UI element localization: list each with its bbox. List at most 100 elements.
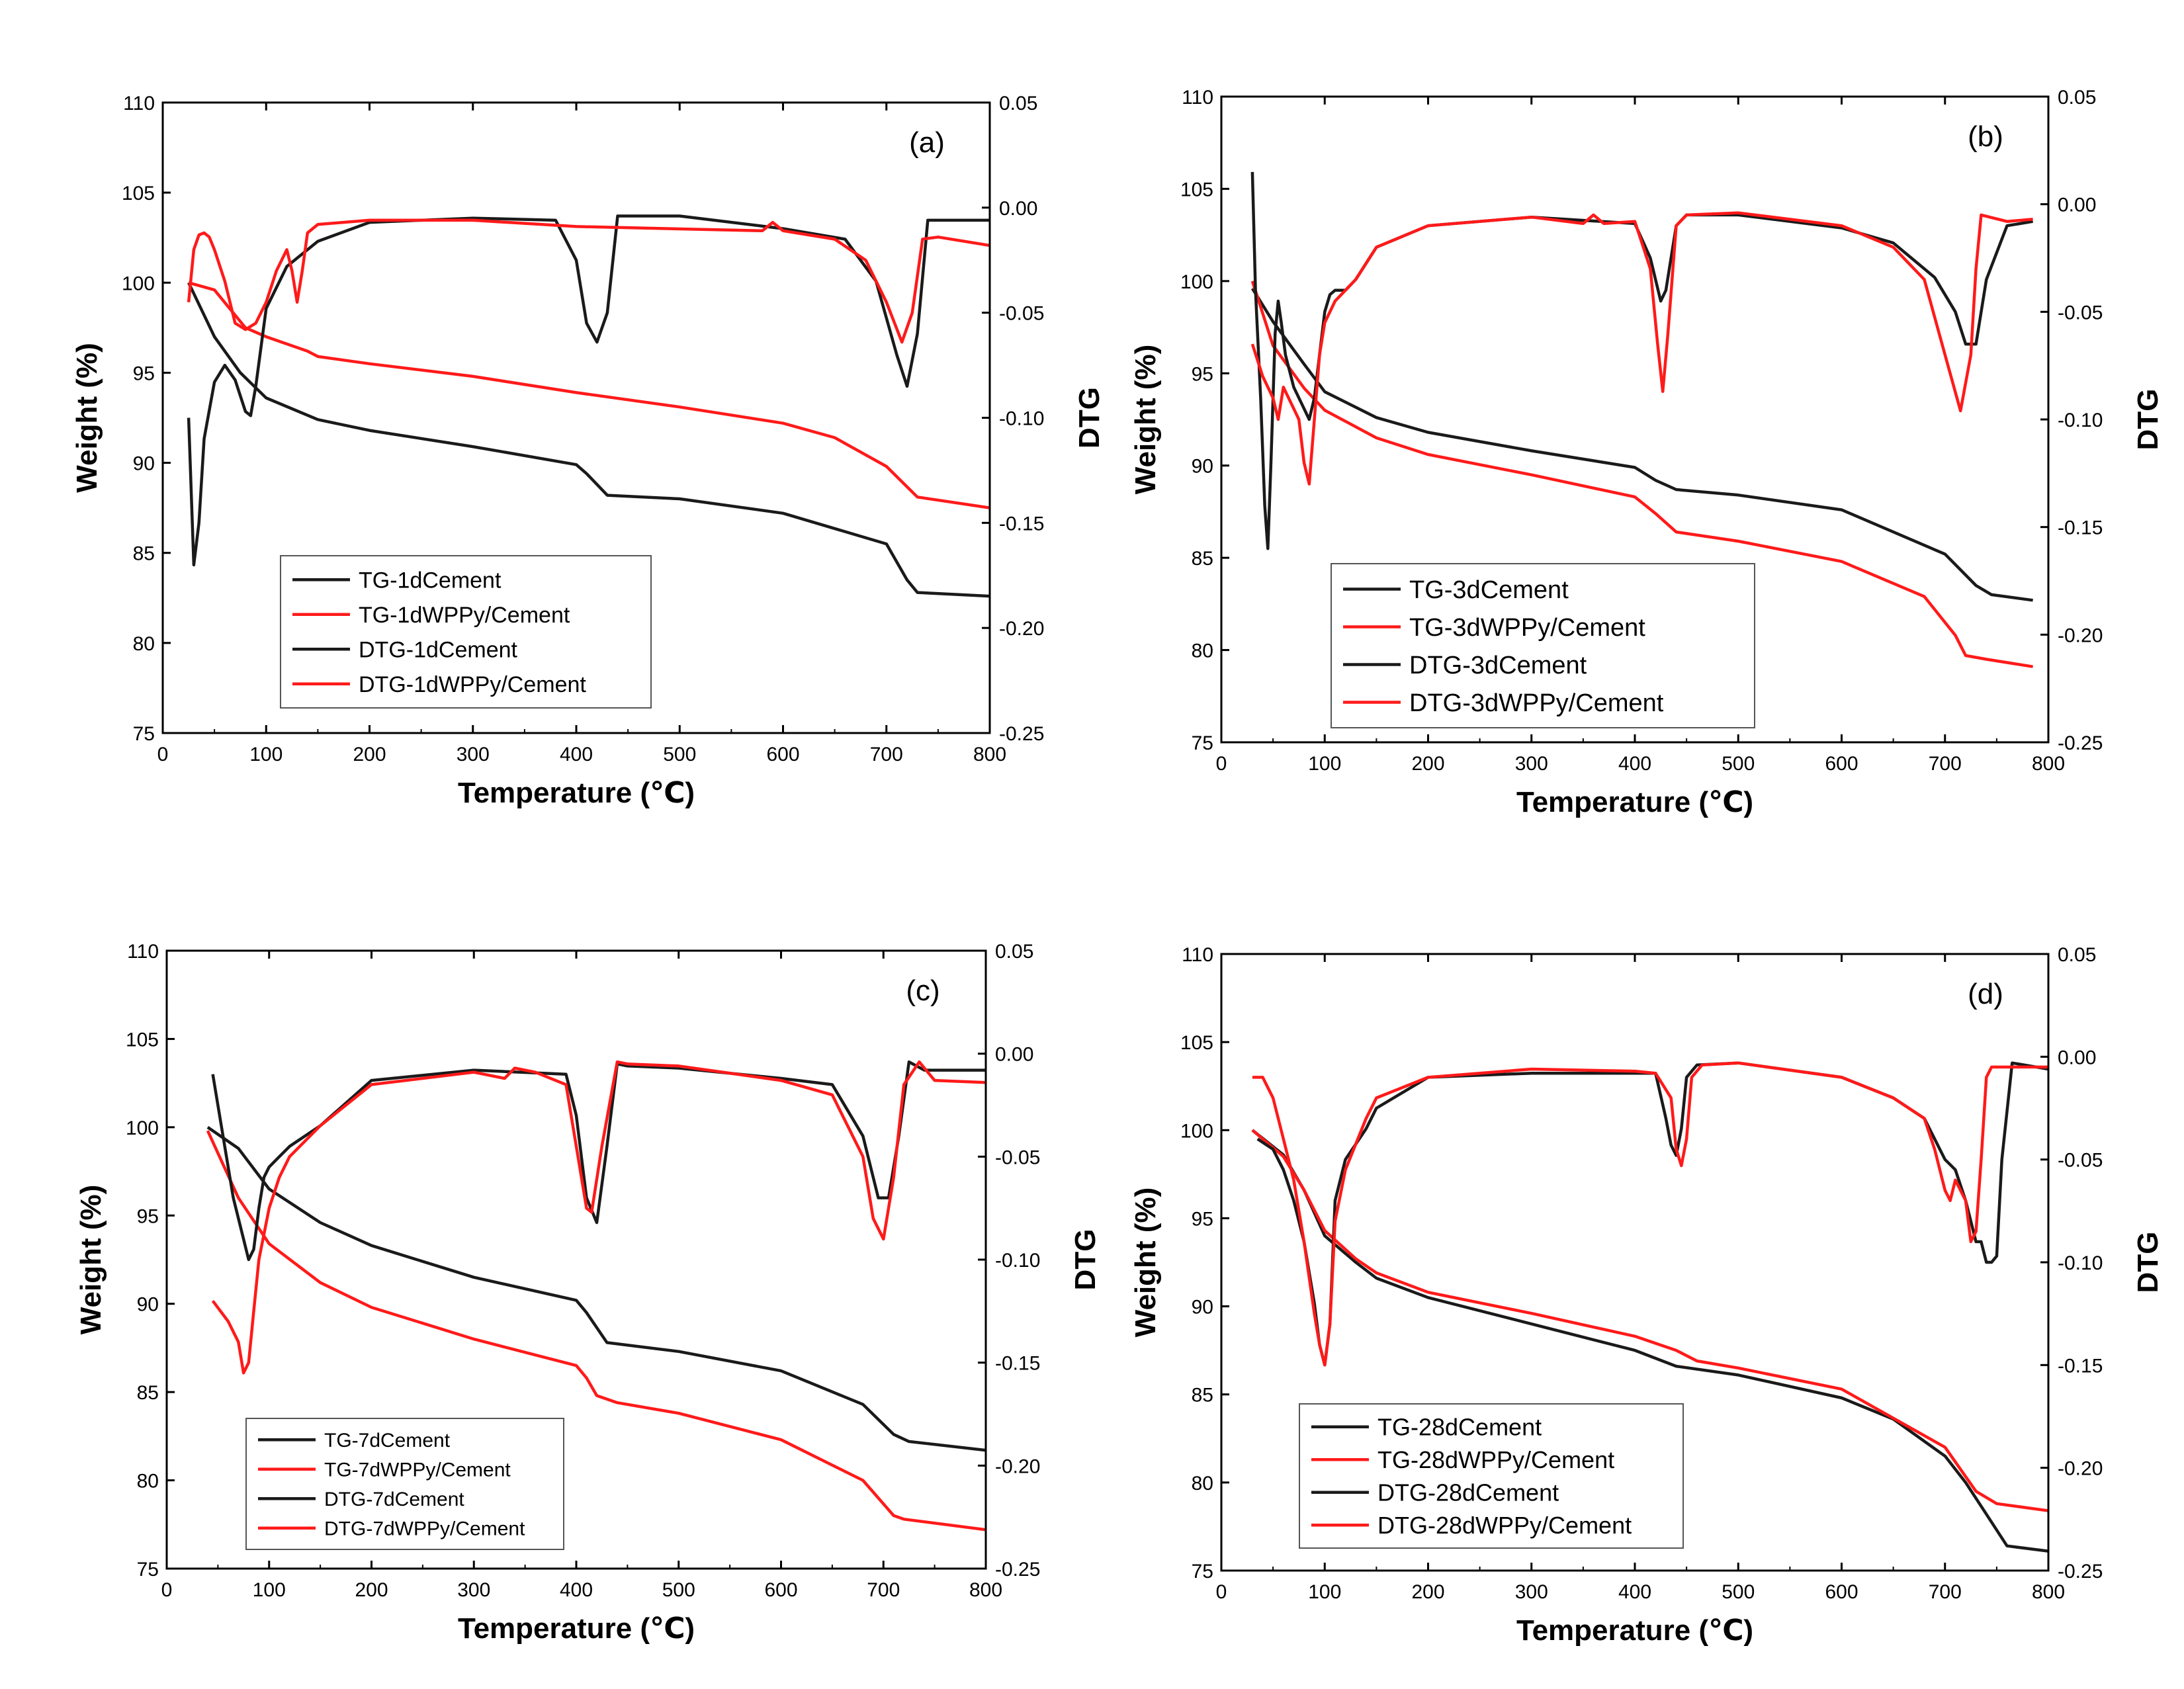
- y-tick-label: 80: [133, 633, 155, 655]
- x-tick-label: 600: [1825, 753, 1858, 775]
- x-tick-label: 700: [870, 744, 903, 765]
- chart-panel-d: 0 100 200 300 400 500 600 700 800 75 80 85 90 95 100 10…: [1129, 944, 2164, 1647]
- series-group: [1250, 171, 2033, 668]
- x-tick-label: 800: [969, 1579, 1002, 1601]
- y2-tick-label: -0.05: [2058, 1150, 2103, 1172]
- y-tick-label: 100: [122, 273, 155, 294]
- legend-entry: TG-1dWPPy/Cement: [359, 603, 570, 628]
- y-tick-label: 85: [1192, 1385, 1213, 1407]
- x-tick-label: 300: [1515, 1581, 1548, 1603]
- y-tick-label: 90: [1192, 456, 1213, 478]
- y-tick-label: 95: [133, 363, 155, 384]
- y-tick-label: 90: [133, 453, 155, 475]
- x-tick-label: 0: [161, 1579, 173, 1601]
- y-tick-label: 85: [133, 543, 155, 565]
- y-tick-label: 75: [133, 723, 155, 745]
- series-group: [187, 214, 990, 598]
- y-axis-label: Weight (%): [1129, 345, 1162, 495]
- x-tick-label: 200: [355, 1579, 388, 1601]
- x-axis-label: Temperature (℃): [1516, 1614, 1753, 1647]
- y-tick-label: 100: [1180, 271, 1213, 293]
- y-axis-label: Weight (%): [1129, 1188, 1162, 1338]
- y2-tick-label: -0.25: [2058, 1561, 2103, 1582]
- y2-tick-label: -0.25: [2058, 732, 2103, 754]
- y2-tick-label: 0.05: [2058, 87, 2096, 108]
- legend-entry: TG-7dWPPy/Cement: [324, 1459, 511, 1481]
- y2-tick-label: -0.05: [2058, 302, 2103, 324]
- y2-tick-label: -0.20: [999, 618, 1044, 640]
- series-line-tg-1dwppy-cement: [188, 281, 990, 509]
- y2-tick-label: -0.25: [995, 1559, 1040, 1581]
- y-tick-label: 80: [137, 1471, 159, 1493]
- y-axis-label: Weight (%): [71, 343, 103, 493]
- x-tick-label: 800: [973, 744, 1006, 765]
- series-line-dtg-7dwppy-cement: [211, 1060, 986, 1375]
- y-tick-label: 85: [137, 1382, 159, 1404]
- chart-panel-c: 0 100 200 300 400 500 600 700 800 75 80 85 90 95 100 10…: [75, 941, 1102, 1645]
- y-tick-label: 100: [1180, 1120, 1213, 1142]
- x-tick-label: 800: [2032, 753, 2065, 775]
- legend-entry: DTG-7dWPPy/Cement: [324, 1518, 525, 1540]
- y2-tick-label: -0.15: [2058, 517, 2103, 539]
- series-line-tg-28dcement: [1251, 1129, 2048, 1553]
- x-tick-label: 700: [867, 1579, 900, 1601]
- series-line-tg-1dcement: [187, 282, 990, 598]
- legend-entry: TG-7dCement: [324, 1430, 451, 1451]
- x-tick-label: 500: [662, 1579, 695, 1601]
- x-tick-label: 500: [1722, 1581, 1755, 1603]
- x-tick-label: 100: [253, 1579, 286, 1601]
- legend-entry: DTG-28dWPPy/Cement: [1377, 1512, 1632, 1539]
- legend: TG-7dCement TG-7dWPPy/Cement DTG-7dCement D…: [245, 1418, 564, 1550]
- y2-tick-label: 0.00: [2058, 1047, 2096, 1068]
- series-line-dtg-1dcement: [187, 214, 990, 567]
- y2-tick-label: -0.15: [2058, 1355, 2103, 1377]
- panel-label: (b): [1968, 120, 2003, 153]
- x-tick-label: 200: [1411, 1581, 1444, 1603]
- series-line-dtg-28dcement: [1256, 1061, 2048, 1367]
- y2-tick-label: -0.10: [2058, 1252, 2103, 1274]
- y2-tick-label: -0.20: [2058, 625, 2103, 646]
- y2-tick-label: 0.05: [2058, 944, 2096, 966]
- legend-entry: TG-1dCement: [359, 568, 502, 593]
- y-tick-label: 75: [1192, 732, 1213, 754]
- y-tick-label: 105: [1180, 179, 1213, 200]
- y2-tick-label: -0.20: [995, 1455, 1040, 1477]
- y-tick-label: 95: [1192, 363, 1213, 385]
- y2-tick-label: -0.10: [995, 1250, 1040, 1272]
- legend-entry: DTG-3dCement: [1409, 652, 1587, 679]
- x-tick-label: 500: [663, 744, 696, 765]
- y2-tick-label: -0.10: [999, 408, 1044, 430]
- y-tick-label: 90: [137, 1294, 159, 1316]
- x-tick-label: 100: [1308, 753, 1341, 775]
- series-line-tg-3dcement: [1250, 287, 2033, 602]
- legend-entry: DTG-1dCement: [359, 637, 518, 662]
- y2-axis-label: DTG: [2132, 1232, 2164, 1293]
- y2-tick-label: 0.05: [995, 941, 1033, 963]
- x-tick-label: 200: [353, 744, 386, 765]
- y2-tick-label: -0.10: [2058, 410, 2103, 431]
- y-tick-label: 110: [127, 941, 159, 963]
- x-tick-label: 400: [1618, 753, 1651, 775]
- panel-label: (c): [906, 974, 939, 1007]
- x-tick-label: 100: [249, 744, 283, 765]
- y-tick-label: 95: [1192, 1208, 1213, 1230]
- x-tick-label: 300: [1515, 753, 1548, 775]
- x-tick-label: 0: [1216, 1581, 1227, 1603]
- y2-tick-label: 0.00: [995, 1044, 1033, 1066]
- series-line-dtg-7dcement: [211, 1060, 986, 1262]
- x-tick-label: 0: [157, 744, 169, 765]
- x-tick-label: 600: [1825, 1581, 1858, 1603]
- y2-axis-label: DTG: [2132, 389, 2164, 451]
- legend-entry: TG-28dCement: [1377, 1414, 1542, 1441]
- y-tick-label: 95: [137, 1205, 159, 1227]
- series-line-tg-28dwppy-cement: [1251, 1129, 2048, 1512]
- x-axis-label: Temperature (℃): [458, 777, 695, 809]
- y-tick-label: 105: [126, 1029, 159, 1051]
- x-tick-label: 200: [1411, 753, 1444, 775]
- legend-entry: TG-3dCement: [1409, 576, 1569, 604]
- x-tick-label: 300: [457, 744, 490, 765]
- y-tick-label: 110: [1182, 87, 1213, 108]
- y-tick-label: 80: [1192, 1473, 1213, 1494]
- x-tick-label: 800: [2032, 1581, 2065, 1603]
